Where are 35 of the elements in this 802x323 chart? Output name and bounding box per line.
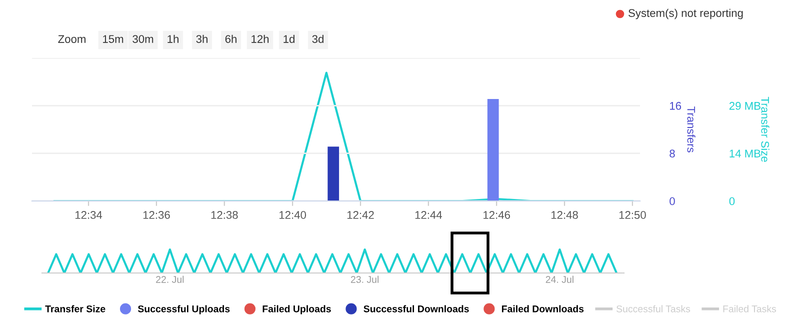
text: 30m xyxy=(132,35,154,43)
x-tick-label: 12:40 xyxy=(279,211,306,219)
x-tick-label: 12:44 xyxy=(415,211,442,219)
x-tick-label: 12:48 xyxy=(551,211,578,219)
y2-axis-title: Transfer Size xyxy=(761,96,770,162)
text: 6h xyxy=(225,34,236,43)
legend-label: Failed Downloads xyxy=(502,305,584,312)
text: Zoom xyxy=(58,35,86,43)
x-tick-label: 12:42 xyxy=(347,211,374,219)
text: 12h xyxy=(252,34,269,43)
legend-label: Successful Uploads xyxy=(138,305,230,314)
text: 1h xyxy=(168,34,178,43)
y2-tick-label: 29 MB xyxy=(729,102,760,110)
text: 3d xyxy=(312,34,324,43)
x-tick-label: 12:36 xyxy=(143,211,170,219)
text: System(s) not reporting xyxy=(628,8,743,20)
x-tick-label: 12:46 xyxy=(484,211,510,219)
text: 1d xyxy=(284,34,294,43)
text: 3h xyxy=(196,34,208,43)
y-axis-title: Transfers xyxy=(687,106,696,152)
x-tick-label: 23. Jul xyxy=(350,276,378,283)
y-tick-label: 0 xyxy=(670,197,675,206)
y2-tick-label: 0 xyxy=(729,197,735,206)
x-tick-label: 12:50 xyxy=(619,211,646,219)
x-tick-label: 12:34 xyxy=(75,211,102,219)
x-tick-label: 24. Jul xyxy=(546,276,574,283)
x-tick-label: 12:38 xyxy=(211,211,238,219)
y-tick-label: 16 xyxy=(670,102,682,110)
y2-tick-label: 14 MB xyxy=(730,150,760,158)
legend-label: Transfer Size xyxy=(45,305,106,312)
legend-label: Successful Downloads xyxy=(364,305,469,312)
x-tick-label: 22. Jul xyxy=(156,276,184,283)
legend-label: Failed Uploads xyxy=(262,305,331,314)
text: 15m xyxy=(103,35,124,43)
y-tick-label: 8 xyxy=(670,150,675,158)
